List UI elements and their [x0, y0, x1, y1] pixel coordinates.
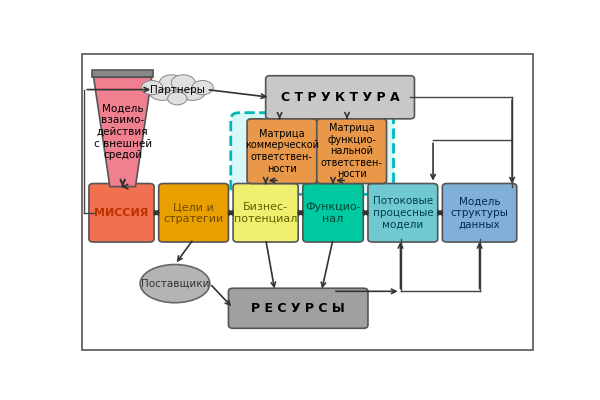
Text: МИССИЯ: МИССИЯ [94, 208, 149, 218]
Circle shape [149, 83, 176, 100]
Text: Бизнес-
потенциал: Бизнес- потенциал [234, 202, 298, 224]
Text: Партнеры: Партнеры [150, 84, 205, 94]
Text: Потоковые
процесные
модели: Потоковые процесные модели [373, 196, 433, 229]
FancyBboxPatch shape [317, 119, 386, 184]
Circle shape [179, 83, 206, 100]
FancyBboxPatch shape [233, 184, 298, 242]
FancyBboxPatch shape [229, 288, 368, 328]
Text: Функцио-
нал: Функцио- нал [305, 202, 361, 224]
Text: Матрица
функцио-
нальной
ответствен-
ности: Матрица функцио- нальной ответствен- нос… [321, 123, 383, 179]
Circle shape [141, 80, 163, 95]
FancyBboxPatch shape [266, 76, 415, 119]
Text: Модель
структуры
данных: Модель структуры данных [451, 196, 508, 229]
Text: Поставщики: Поставщики [141, 279, 209, 289]
Text: Модель
взаимо-
действия
с внешней
средой: Модель взаимо- действия с внешней средой [94, 104, 152, 160]
FancyBboxPatch shape [158, 184, 229, 242]
Text: Цели и
стратегии: Цели и стратегии [163, 202, 224, 224]
Polygon shape [92, 70, 153, 77]
FancyBboxPatch shape [442, 184, 517, 242]
Circle shape [172, 75, 195, 90]
Text: С Т Р У К Т У Р А: С Т Р У К Т У Р А [281, 91, 400, 104]
Circle shape [160, 75, 183, 90]
Polygon shape [94, 77, 152, 186]
FancyBboxPatch shape [231, 113, 394, 194]
Text: Матрица
коммерческой
ответствен-
ности: Матрица коммерческой ответствен- ности [245, 129, 319, 174]
FancyBboxPatch shape [247, 119, 317, 184]
Circle shape [167, 92, 187, 105]
Ellipse shape [140, 264, 210, 303]
Circle shape [160, 78, 194, 101]
FancyBboxPatch shape [89, 184, 154, 242]
Text: Р Е С У Р С Ы: Р Е С У Р С Ы [251, 302, 345, 315]
FancyBboxPatch shape [303, 184, 364, 242]
Circle shape [192, 80, 214, 95]
FancyBboxPatch shape [368, 184, 438, 242]
